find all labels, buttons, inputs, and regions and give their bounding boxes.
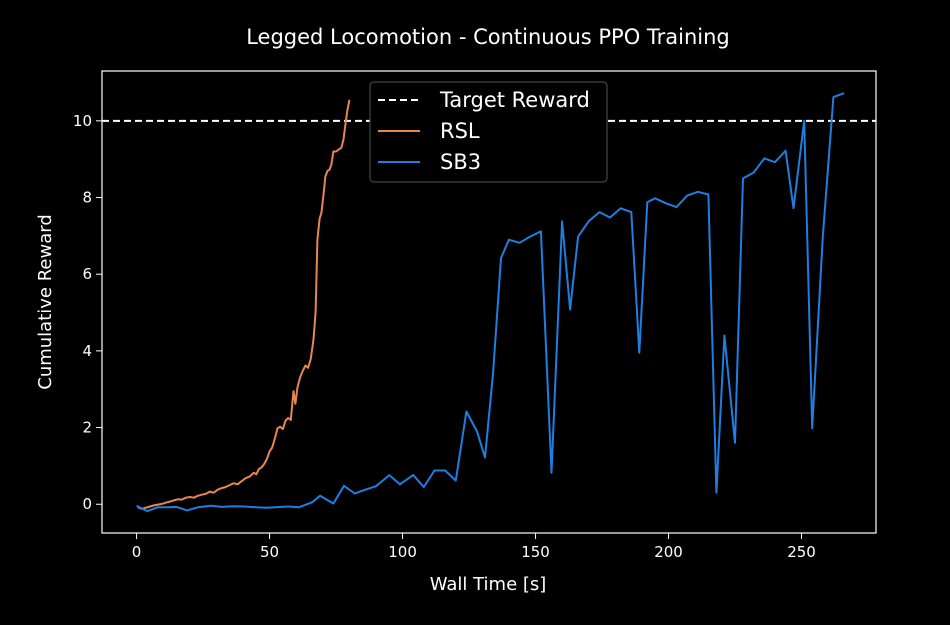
x-axis: 0 50 100 150 200 250 bbox=[132, 533, 816, 561]
x-tick-label: 0 bbox=[132, 543, 142, 561]
y-tick-label: 4 bbox=[82, 342, 92, 360]
x-axis-label: Wall Time [s] bbox=[430, 574, 547, 595]
legend-label-rsl: RSL bbox=[440, 119, 480, 143]
y-tick-label: 10 bbox=[73, 112, 92, 130]
y-tick-label: 2 bbox=[82, 419, 92, 437]
plot-frame bbox=[101, 70, 877, 534]
legend-box bbox=[369, 81, 608, 183]
y-tick-label: 6 bbox=[82, 265, 92, 283]
x-tick-label: 50 bbox=[260, 543, 279, 561]
y-tick-label: 8 bbox=[82, 189, 92, 207]
series-line-rsl bbox=[137, 99, 351, 510]
chart-title: Legged Locomotion - Continuous PPO Train… bbox=[246, 25, 730, 49]
legend-label-sb3: SB3 bbox=[440, 150, 481, 174]
x-tick-label: 250 bbox=[787, 543, 816, 561]
y-axis: 0 2 4 6 8 10 bbox=[73, 112, 102, 513]
series-line-sb3 bbox=[136, 92, 845, 513]
x-tick-label: 200 bbox=[654, 543, 683, 561]
x-tick-label: 100 bbox=[388, 543, 417, 561]
legend: Target Reward RSL SB3 bbox=[369, 81, 608, 183]
y-axis-label: Cumulative Reward bbox=[35, 214, 56, 390]
x-tick-label: 150 bbox=[521, 543, 550, 561]
legend-label-target: Target Reward bbox=[439, 88, 590, 112]
y-tick-label: 0 bbox=[82, 495, 92, 513]
